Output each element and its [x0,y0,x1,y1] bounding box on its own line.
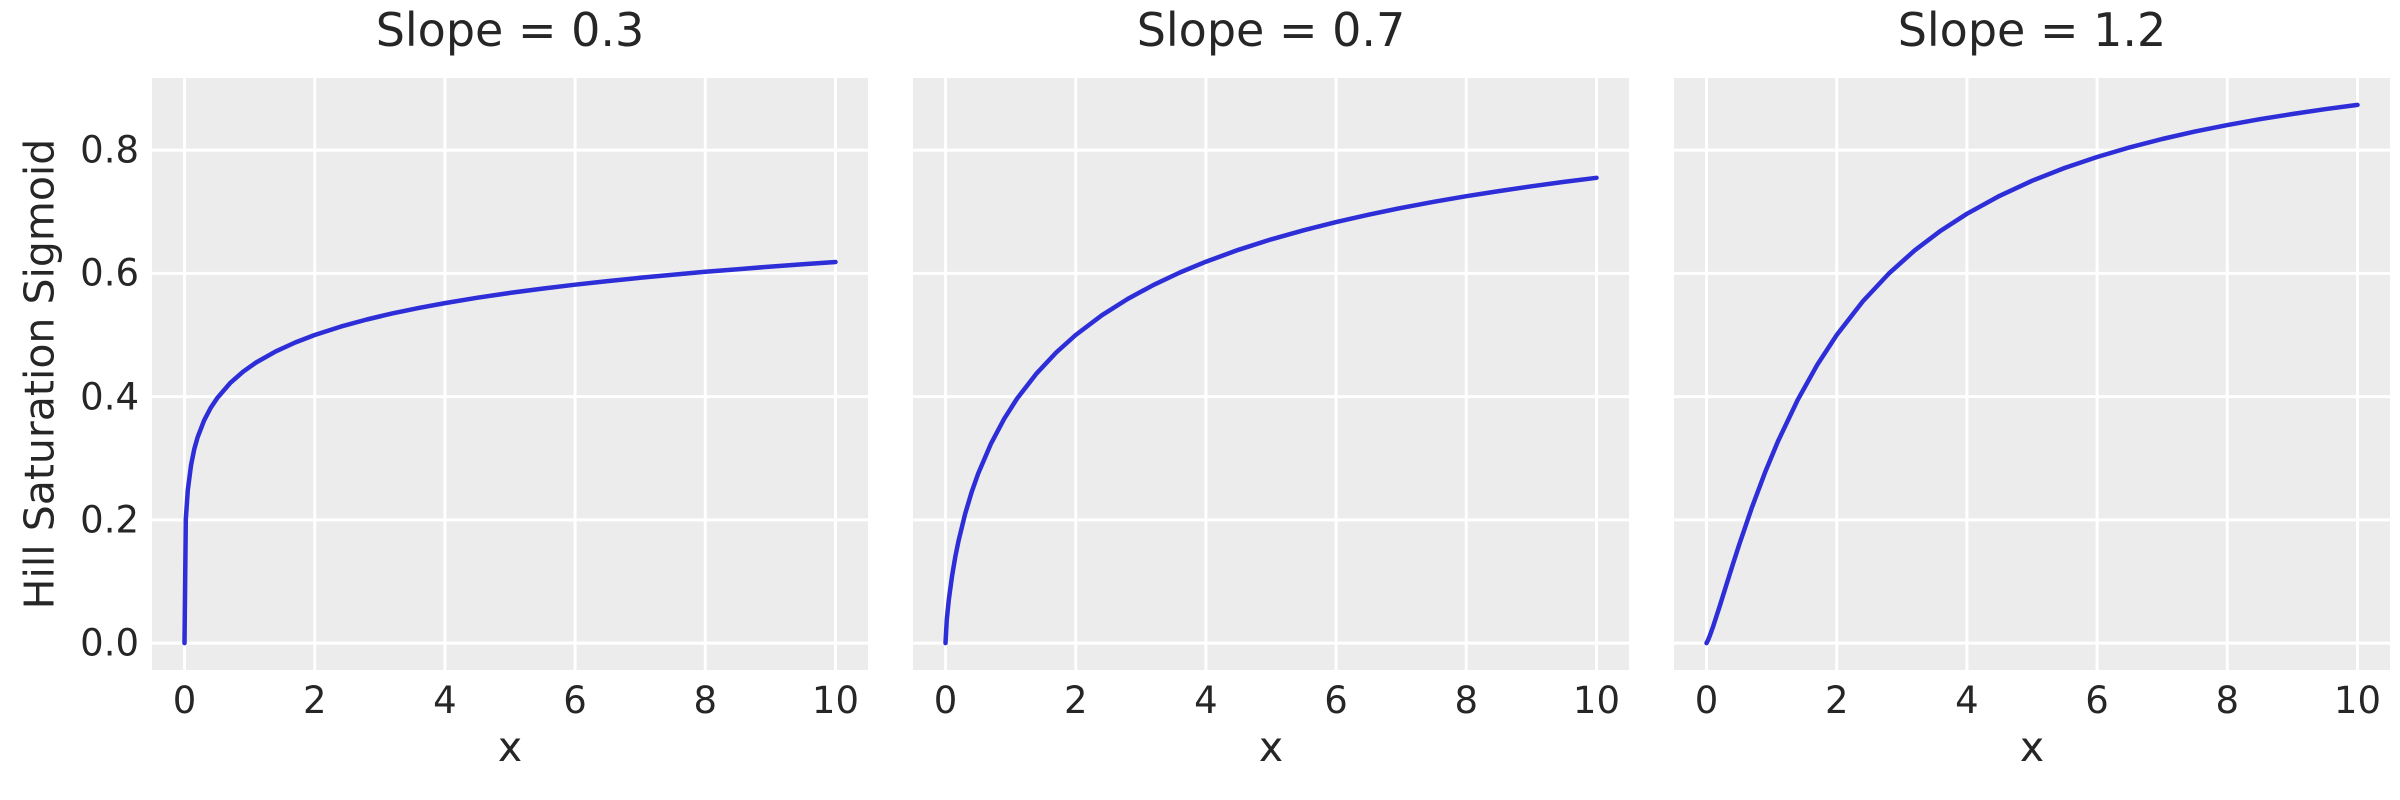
x-tick-label: 0 [1694,679,1719,722]
subplot-title-slope-1.2: Slope = 1.2 [1897,3,2167,57]
subplot-title-slope-0.3: Slope = 0.3 [375,3,645,57]
plot-canvas-2 [1674,78,2390,670]
x-axis-label-2: x [2019,723,2045,771]
y-tick-label: 0.2 [80,498,139,542]
plot-canvas-1 [913,78,1629,670]
x-tick-label: 4 [1955,679,1979,722]
y-tick-label: 0.0 [80,621,139,665]
y-tick-label: 0.6 [80,251,139,295]
x-tick-label: 2 [302,679,327,722]
x-tick-label: 4 [1194,679,1218,722]
x-axis-label-1: x [1258,723,1284,771]
x-tick-label: 6 [1324,679,1348,722]
subplot-slope-0.3 [152,78,868,670]
hill-curve [182,259,838,646]
hill-curve [943,175,1599,646]
y-tick-label: 0.4 [80,375,139,419]
x-tick-label: 2 [1063,679,1088,722]
x-tick-label: 8 [1454,679,1479,722]
x-tick-label: 10 [811,679,859,722]
x-tick-label: 10 [1572,679,1620,722]
x-tick-label: 10 [2333,679,2381,722]
x-tick-label: 0 [933,679,958,722]
subplot-slope-0.7 [913,78,1629,670]
x-tick-label: 6 [2085,679,2109,722]
x-tick-label: 0 [172,679,197,722]
x-tick-label: 8 [2215,679,2240,722]
y-tick-label: 0.8 [80,128,139,172]
x-tick-label: 4 [433,679,457,722]
x-tick-label: 6 [563,679,587,722]
x-tick-label: 8 [693,679,718,722]
plot-canvas-0 [152,78,868,670]
subplot-title-slope-0.7: Slope = 0.7 [1136,3,1406,57]
subplot-slope-1.2 [1674,78,2390,670]
y-axis-label: Hill Saturation Sigmoid [15,138,64,610]
x-axis-label-0: x [497,723,523,771]
x-tick-label: 2 [1824,679,1849,722]
hill-curve [1704,102,2360,646]
